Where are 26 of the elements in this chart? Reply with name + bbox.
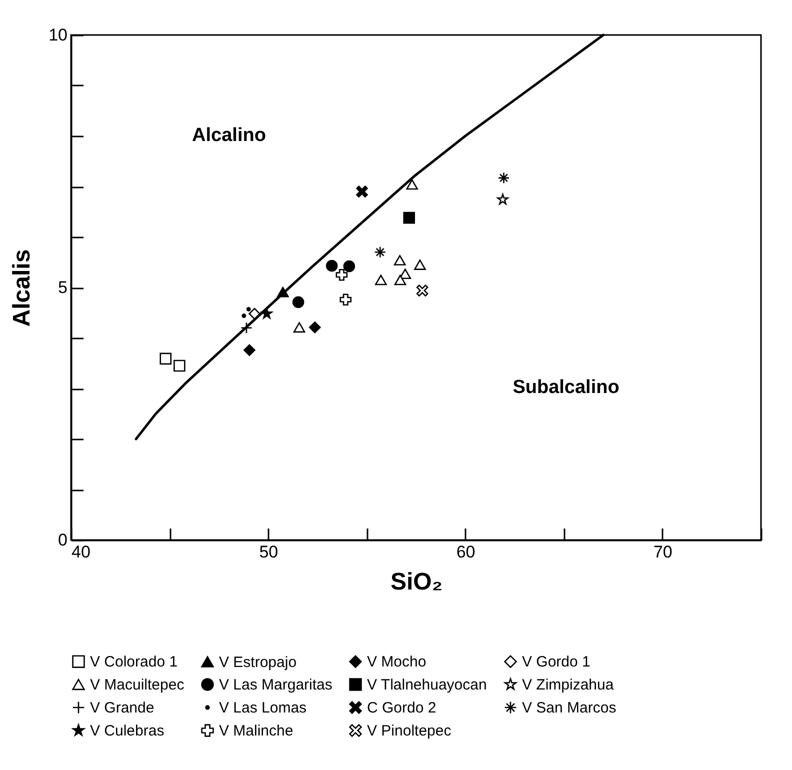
y-axis-title: Alcalis [8, 249, 36, 327]
legend-label: V Las Margaritas [219, 676, 332, 694]
legend-label: V Tlalnehuayocan [367, 676, 487, 694]
legend-label: V San Marcos [522, 700, 616, 716]
legend-label: V Grande [90, 700, 154, 716]
legend-label: V Malinche [219, 722, 294, 740]
legend-label: V Zimpizahua [522, 676, 614, 694]
legend-label: V Mocho [367, 654, 426, 671]
y-tick-label: 0 [58, 530, 68, 550]
legend-label: V Pinoltepec [367, 722, 452, 740]
legend-label: V Estropajo [219, 654, 297, 671]
y-tick-label: 10 [48, 26, 68, 44]
legend-label: C Gordo 2 [367, 700, 436, 716]
x-tick-label: 50 [259, 542, 278, 562]
x-tick-label: 40 [72, 542, 90, 562]
annotation: Subalcalino [512, 377, 620, 398]
annotation: Alcalino [192, 125, 266, 146]
x-tick-label: 60 [456, 542, 476, 562]
legend-label: V Las Lomas [219, 700, 307, 716]
x-tick-label: 70 [653, 542, 672, 562]
legend-label: V Macuiltepec [90, 676, 185, 694]
legend-label: V Colorado 1 [90, 654, 178, 671]
y-tick-label: 5 [58, 278, 68, 297]
x-axis-title: SiO₂ [390, 568, 443, 596]
legend-label: V Gordo 1 [522, 654, 590, 671]
legend-label: V Culebras [90, 722, 164, 740]
